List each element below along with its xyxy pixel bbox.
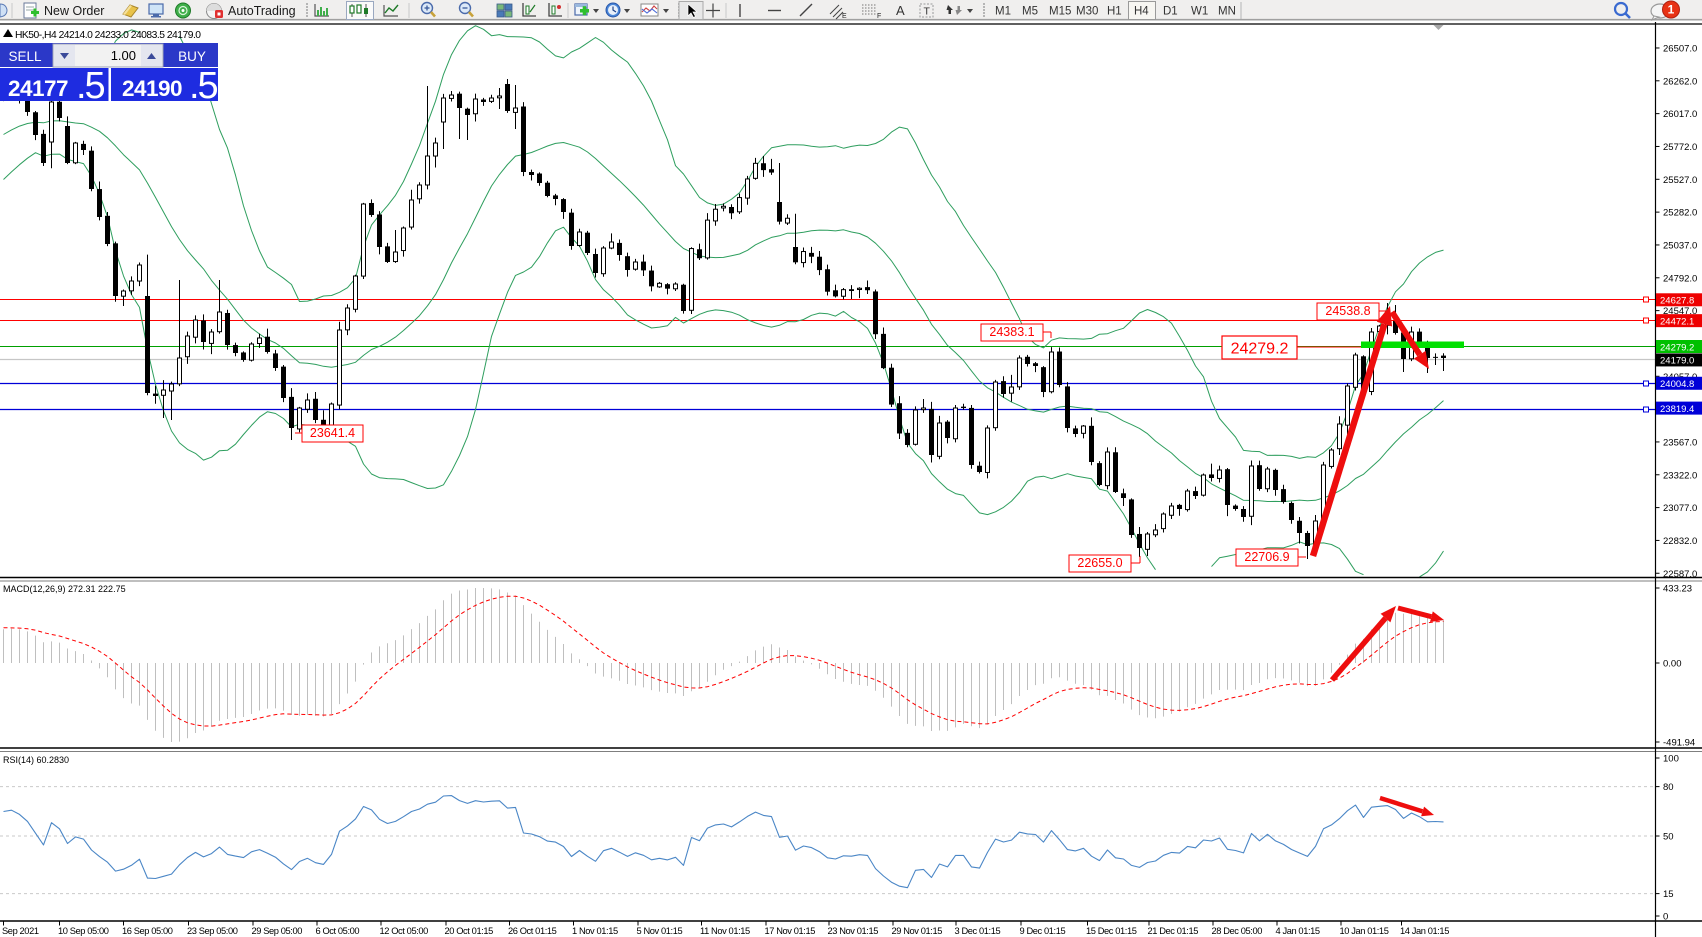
svg-text:H4: H4 [1134,6,1149,18]
svg-text:24792.0: 24792.0 [1663,273,1697,284]
svg-text:-491.94: -491.94 [1663,738,1695,749]
svg-text:24279.2: 24279.2 [1231,341,1289,358]
svg-text:6 Oct 05:00: 6 Oct 05:00 [316,926,360,936]
svg-text:26 Oct 01:15: 26 Oct 01:15 [508,926,557,936]
svg-text:10 Sep 05:00: 10 Sep 05:00 [58,926,109,936]
svg-text:25527.0: 25527.0 [1663,175,1697,186]
svg-text:23322.0: 23322.0 [1663,470,1697,481]
svg-text:50: 50 [1663,832,1674,843]
svg-text:24179.0: 24179.0 [1660,356,1694,367]
svg-text:21 Dec 01:15: 21 Dec 01:15 [1148,926,1199,936]
svg-text:.5: .5 [76,65,105,107]
svg-text:23077.0: 23077.0 [1663,503,1697,514]
svg-text:26262.0: 26262.0 [1663,76,1697,87]
svg-text:4 Jan 01:15: 4 Jan 01:15 [1276,926,1320,936]
svg-text:MACD(12,26,9) 272.31 222.75: MACD(12,26,9) 272.31 222.75 [3,584,126,594]
svg-text:24279.2: 24279.2 [1660,342,1694,353]
svg-text:80: 80 [1663,782,1674,793]
svg-text:433.23: 433.23 [1663,584,1692,595]
svg-text:24547.0: 24547.0 [1663,306,1697,317]
svg-text:M1: M1 [995,6,1011,18]
svg-text:23567.0: 23567.0 [1663,437,1697,448]
svg-text:24627.8: 24627.8 [1660,296,1694,307]
svg-text:T: T [924,6,931,18]
svg-text:22587.0: 22587.0 [1663,569,1697,580]
svg-text:24538.8: 24538.8 [1325,304,1370,318]
svg-text:1.00: 1.00 [111,48,136,63]
svg-text:22706.9: 22706.9 [1244,550,1289,564]
svg-text:17 Nov 01:15: 17 Nov 01:15 [765,926,816,936]
svg-text:24383.1: 24383.1 [989,325,1034,339]
svg-text:Sep 2021: Sep 2021 [2,926,39,936]
svg-text:23 Nov 01:15: 23 Nov 01:15 [828,926,879,936]
svg-text:15 Dec 01:15: 15 Dec 01:15 [1086,926,1137,936]
svg-text:25772.0: 25772.0 [1663,142,1697,153]
svg-text:New Order: New Order [44,4,104,18]
svg-text:RSI(14) 60.2830: RSI(14) 60.2830 [3,755,69,765]
svg-text:M15: M15 [1049,6,1071,18]
svg-text:9 Dec 01:15: 9 Dec 01:15 [1020,926,1066,936]
svg-text:H1: H1 [1107,6,1122,18]
svg-text:1: 1 [1668,3,1675,17]
svg-text:3 Dec 01:15: 3 Dec 01:15 [955,926,1001,936]
svg-text:0.00: 0.00 [1663,658,1682,669]
svg-text:.5: .5 [189,65,218,107]
svg-text:BUY: BUY [178,49,206,64]
svg-text:28 Dec 05:00: 28 Dec 05:00 [1212,926,1263,936]
svg-text:10 Jan 01:15: 10 Jan 01:15 [1340,926,1389,936]
svg-text:M5: M5 [1022,6,1038,18]
svg-text:W1: W1 [1191,6,1208,18]
svg-text:23641.4: 23641.4 [310,426,355,440]
svg-text:0: 0 [1663,912,1668,923]
svg-text:25037.0: 25037.0 [1663,240,1697,251]
svg-text:14 Jan 01:15: 14 Jan 01:15 [1400,926,1449,936]
svg-text:M30: M30 [1076,6,1098,18]
svg-text:24177: 24177 [8,76,68,101]
svg-text:24472.1: 24472.1 [1660,316,1694,327]
svg-text:22655.0: 22655.0 [1077,556,1122,570]
svg-text:29 Sep 05:00: 29 Sep 05:00 [252,926,303,936]
svg-text:AutoTrading: AutoTrading [228,4,296,18]
svg-text:11 Nov 01:15: 11 Nov 01:15 [700,926,750,936]
svg-text:15: 15 [1663,889,1674,900]
svg-text:E: E [842,13,847,20]
svg-text:24004.8: 24004.8 [1660,379,1694,390]
svg-text:MN: MN [1218,6,1236,18]
svg-text:22832.0: 22832.0 [1663,536,1697,547]
svg-text:25282.0: 25282.0 [1663,208,1697,219]
svg-text:23 Sep 05:00: 23 Sep 05:00 [187,926,238,936]
svg-text:F: F [877,13,881,20]
svg-text:23819.4: 23819.4 [1660,404,1694,415]
svg-text:26017.0: 26017.0 [1663,109,1697,120]
svg-text:26507.0: 26507.0 [1663,43,1697,54]
svg-text:100: 100 [1663,754,1679,765]
svg-text:SELL: SELL [8,49,42,64]
svg-text:5 Nov 01:15: 5 Nov 01:15 [637,926,683,936]
svg-text:20 Oct 01:15: 20 Oct 01:15 [445,926,494,936]
svg-text:D1: D1 [1163,6,1178,18]
svg-text:16 Sep 05:00: 16 Sep 05:00 [122,926,173,936]
svg-text:HK50-,H4 24214.0 24233.0 2408: HK50-,H4 24214.0 24233.0 24083.5 24179.0 [15,30,201,41]
svg-text:1 Nov 01:15: 1 Nov 01:15 [572,926,618,936]
svg-text:29 Nov 01:15: 29 Nov 01:15 [892,926,943,936]
svg-text:24190: 24190 [122,76,182,101]
svg-text:12 Oct 05:00: 12 Oct 05:00 [380,926,429,936]
svg-text:A: A [896,3,905,18]
